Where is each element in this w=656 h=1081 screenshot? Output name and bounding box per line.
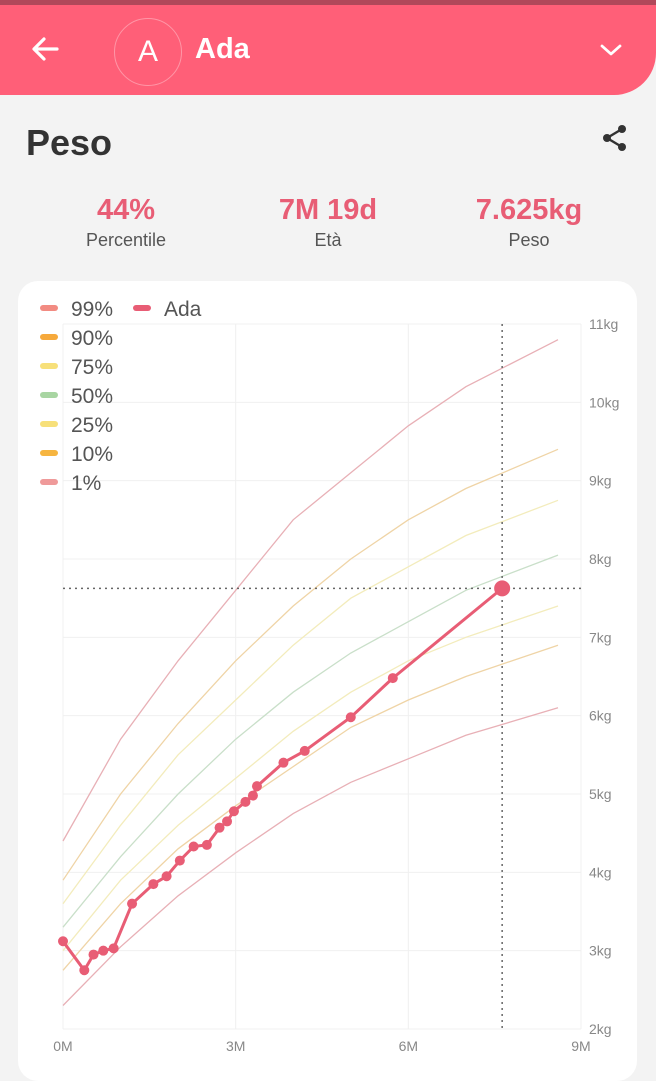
data-point[interactable] xyxy=(79,965,90,976)
data-point[interactable] xyxy=(240,796,251,807)
y-tick-label: 11kg xyxy=(589,316,618,332)
x-tick-label: 0M xyxy=(53,1038,72,1054)
y-tick-label: 2kg xyxy=(589,1021,612,1037)
y-tick-label: 5kg xyxy=(589,786,612,802)
y-tick-label: 3kg xyxy=(589,943,612,959)
child-weight-line xyxy=(61,587,504,972)
legend-swatch-90 xyxy=(40,334,58,340)
percentile-line-75 xyxy=(62,499,559,905)
legend-swatch-50 xyxy=(40,392,58,398)
data-point[interactable] xyxy=(251,781,262,792)
legend-label-25[interactable]: 25% xyxy=(71,414,113,437)
x-tick-label: 6M xyxy=(399,1038,418,1054)
avatar-letter: A xyxy=(137,35,158,68)
legend-swatch-Ada xyxy=(133,305,151,311)
growth-chart[interactable]: 2kg 3kg 4kg 5kg 6kg 7kg 8kg 9kg 10kg 11kg 0M 3M 6M 9M… xyxy=(18,281,637,1072)
legend-swatch-99 xyxy=(40,305,58,311)
data-point[interactable] xyxy=(88,949,99,960)
status-strip xyxy=(0,0,656,5)
x-tick-label: 9M xyxy=(571,1038,590,1054)
page-title: Peso xyxy=(26,122,113,163)
data-point[interactable] xyxy=(247,790,258,801)
legend-label-10[interactable]: 10% xyxy=(71,443,113,466)
data-point[interactable] xyxy=(174,855,185,866)
stat-value: 7.625kg xyxy=(475,194,583,226)
legend-label-90[interactable]: 90% xyxy=(71,327,113,350)
x-tick-label: 3M xyxy=(226,1038,245,1054)
share-icon[interactable] xyxy=(598,121,632,155)
data-point[interactable] xyxy=(214,822,225,833)
data-point[interactable] xyxy=(161,871,172,882)
legend-swatch-1 xyxy=(40,479,58,485)
y-tick-label: 8kg xyxy=(589,551,612,567)
percentile-line-90 xyxy=(62,448,559,881)
y-tick-label: 7kg xyxy=(589,629,612,645)
stat-value: 44% xyxy=(96,194,156,226)
data-point[interactable] xyxy=(98,945,109,956)
data-point[interactable] xyxy=(278,757,289,768)
y-tick-label: 4kg xyxy=(589,864,612,880)
data-point[interactable] xyxy=(299,745,310,756)
legend-label-1[interactable]: 1% xyxy=(71,472,101,495)
data-point[interactable] xyxy=(387,673,398,684)
chevron-down-icon[interactable] xyxy=(597,38,625,62)
legend-label-75[interactable]: 75% xyxy=(71,356,113,379)
data-point[interactable] xyxy=(108,943,119,954)
legend-label-99[interactable]: 99% xyxy=(71,298,113,321)
data-point[interactable] xyxy=(345,712,356,723)
app-header: A Ada xyxy=(0,0,656,95)
stat-weight: 7.625kg Peso xyxy=(429,194,629,251)
legend-label-50[interactable]: 50% xyxy=(71,385,113,408)
stat-value: 7M 19d xyxy=(278,194,378,226)
stat-label: Peso xyxy=(508,230,550,250)
percentile-line-1 xyxy=(62,707,559,1006)
data-point[interactable] xyxy=(228,806,239,817)
y-tick-label: 10kg xyxy=(589,394,619,410)
avatar[interactable]: A xyxy=(114,18,182,86)
legend-label-Ada[interactable]: Ada xyxy=(164,298,202,321)
stat-percentile: 44% Percentile xyxy=(26,194,226,251)
y-tick-label: 9kg xyxy=(589,473,612,489)
data-point[interactable] xyxy=(201,839,212,850)
data-point[interactable] xyxy=(58,936,68,947)
highlight-point[interactable] xyxy=(494,580,511,597)
stat-age: 7M 19d Età xyxy=(228,194,428,251)
data-point[interactable] xyxy=(188,841,199,852)
percentile-line-50 xyxy=(62,554,559,928)
arrow-left-icon[interactable] xyxy=(28,32,62,66)
data-point[interactable] xyxy=(127,898,138,909)
percentile-line-25 xyxy=(62,605,559,952)
stat-label: Età xyxy=(314,230,342,250)
chart-card: 2kg 3kg 4kg 5kg 6kg 7kg 8kg 9kg 10kg 11kg 0M 3M 6M 9M… xyxy=(18,281,637,1081)
child-name[interactable]: Ada xyxy=(195,33,250,65)
stat-label: Percentile xyxy=(85,230,167,250)
percentile-line-99 xyxy=(62,339,559,842)
data-point[interactable] xyxy=(222,816,233,827)
y-tick-label: 6kg xyxy=(589,708,612,724)
percentile-line-10 xyxy=(62,644,559,971)
legend-swatch-25 xyxy=(40,421,58,427)
legend-swatch-75 xyxy=(40,363,58,369)
legend-swatch-10 xyxy=(40,450,58,456)
data-point[interactable] xyxy=(148,879,159,890)
